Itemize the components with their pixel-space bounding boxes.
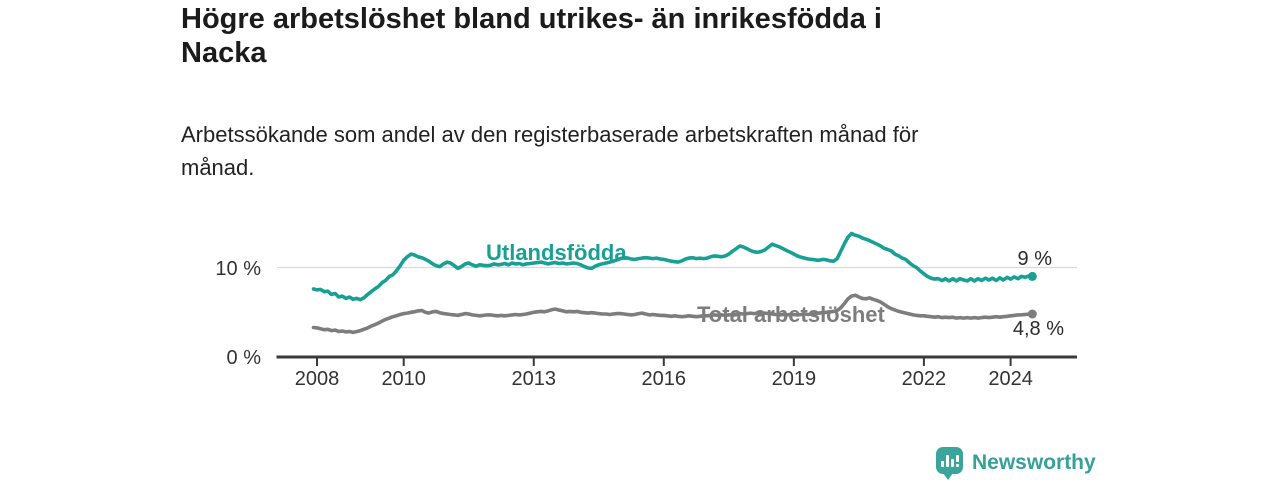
- series-line-total: [311, 293, 1035, 335]
- x-axis-tick-label-2019: 2019: [772, 368, 817, 390]
- x-axis-tick-label-2016: 2016: [642, 368, 687, 390]
- x-axis-tick-label-2008: 2008: [295, 368, 340, 390]
- logo-exclamation-bar: [956, 454, 959, 462]
- series-end-dot-total: [1027, 309, 1037, 319]
- page-subtitle: Arbetssökande som andel av den registerb…: [181, 122, 919, 180]
- end-value-label-utlandsfodda: 9 %: [1018, 248, 1053, 270]
- x-axis-ticks: 2008 2010 2013 2016 2019 2022 2024: [295, 357, 1033, 390]
- newsworthy-wordmark: Newsworthy: [972, 451, 1096, 474]
- page-title: Högre arbetslöshet bland utrikes- än inr…: [181, 3, 882, 69]
- series-label-utlandsfodda: Utlandsfödda: [486, 240, 627, 265]
- newsworthy-speech-bubble-chart-icon: [936, 446, 963, 480]
- logo-bar-medium: [951, 458, 954, 467]
- y-axis-label-0: 0 %: [227, 347, 262, 369]
- speech-bubble-tail: [943, 472, 953, 480]
- logo-bar-tall: [946, 454, 949, 467]
- newsworthy-logo: Newsworthy: [936, 446, 1096, 480]
- x-axis-tick-label-2022: 2022: [902, 368, 947, 390]
- series-end-dot-utlandsfodda: [1027, 271, 1037, 281]
- x-axis-tick-label-2013: 2013: [512, 368, 557, 390]
- series-label-total-arbetsloshet: Total arbetslöshet: [697, 302, 886, 327]
- series-layer: [311, 231, 1037, 335]
- end-value-label-total: 4,8 %: [1013, 318, 1064, 340]
- logo-bar-short: [941, 460, 944, 467]
- x-axis-tick-label-2024: 2024: [988, 368, 1033, 390]
- series-line-utlandsfodda: [311, 231, 1035, 302]
- y-axis-label-10: 10 %: [215, 258, 261, 280]
- logo-exclamation-dot: [956, 463, 959, 467]
- x-axis-tick-label-2010: 2010: [381, 368, 426, 390]
